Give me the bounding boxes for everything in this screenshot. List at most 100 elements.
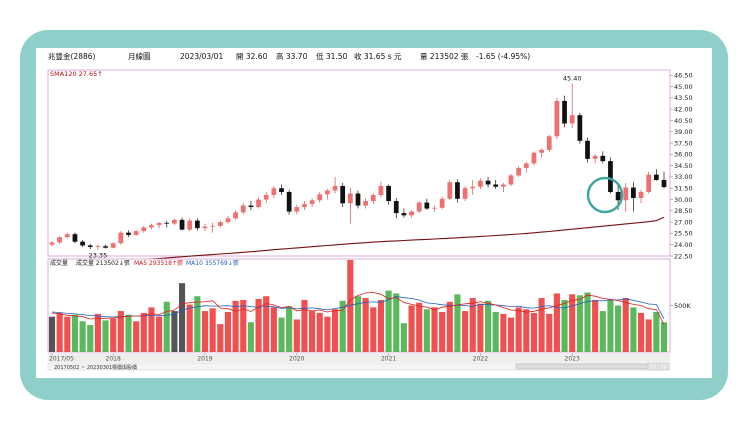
navigator-track[interactable] <box>47 362 671 371</box>
candle <box>263 191 269 204</box>
volume-bar <box>148 307 155 352</box>
candle-body <box>470 186 476 189</box>
volume-bar <box>301 299 308 352</box>
candle-body <box>80 241 85 246</box>
price-tick-label: 25.50 <box>674 230 693 238</box>
volume-bar <box>339 300 346 352</box>
volume-bar <box>630 307 637 352</box>
candle <box>478 178 483 189</box>
candle-body <box>179 219 185 230</box>
candle <box>554 97 560 140</box>
candle-body <box>194 220 200 229</box>
volume-bar <box>370 307 377 352</box>
candle <box>523 161 529 173</box>
candle <box>531 151 537 166</box>
candle-body <box>500 184 506 187</box>
candle <box>49 240 55 247</box>
candle-body <box>210 225 216 227</box>
volume-bar <box>446 301 453 352</box>
candle <box>493 179 499 189</box>
price-change: -1.65 (-4.95%) <box>476 52 530 61</box>
candle-body <box>271 188 277 196</box>
candle-body <box>478 180 483 187</box>
candle-body <box>439 198 445 208</box>
candle <box>256 197 261 209</box>
candle-body <box>546 136 552 150</box>
volume-title: 成交量 <box>50 259 68 267</box>
candle-body <box>409 211 414 216</box>
volume-bar <box>331 309 339 352</box>
candle <box>355 190 361 209</box>
candle <box>386 184 391 205</box>
navigator-button-1[interactable] <box>647 362 658 371</box>
candle-body <box>355 193 361 206</box>
time-axis-bar <box>48 353 670 362</box>
candle <box>248 201 254 211</box>
volume-bar <box>484 300 492 352</box>
candle <box>546 134 552 153</box>
candle-body <box>638 191 644 199</box>
candle <box>57 236 63 244</box>
volume-bar <box>316 312 323 352</box>
navigator-footer: 標價與股價 <box>112 364 137 371</box>
candle-body <box>569 115 575 124</box>
candle <box>332 176 338 194</box>
candle <box>439 196 445 210</box>
candle-body <box>141 227 147 232</box>
candle <box>432 205 437 212</box>
volume-bar <box>477 303 484 352</box>
candle <box>87 243 93 250</box>
candle <box>393 198 399 219</box>
candle-body <box>164 222 170 224</box>
candle-body <box>233 212 238 219</box>
price-tick-label: 31.50 <box>674 185 693 193</box>
navigator-thumb[interactable] <box>515 363 657 370</box>
candle-body <box>615 191 621 201</box>
volume-bar <box>64 316 71 352</box>
volume-bar <box>431 307 438 352</box>
candle <box>623 182 629 213</box>
volume-bar <box>569 294 576 352</box>
candle <box>638 189 644 204</box>
candle-body <box>57 237 63 243</box>
volume-bar <box>110 318 117 352</box>
time-tick-label: 2023 <box>565 356 580 363</box>
candle-body <box>156 222 162 226</box>
volume-bar <box>377 299 385 352</box>
volume-bar <box>140 312 147 352</box>
candle <box>485 176 491 188</box>
volume-bar <box>247 322 254 352</box>
candle-body <box>386 185 391 202</box>
candle <box>462 185 468 202</box>
candle <box>378 181 384 198</box>
price-tick-label: 46.50 <box>674 72 693 80</box>
navigator-button-2[interactable] <box>658 362 669 371</box>
volume-bar <box>293 319 300 352</box>
candle-body <box>279 188 284 192</box>
candle <box>141 225 147 233</box>
volume-bar <box>354 296 362 352</box>
candle <box>585 137 590 163</box>
volume-bar <box>492 312 499 352</box>
low-annotation: 23.35 <box>89 252 108 260</box>
time-tick-label: 2022 <box>473 356 488 363</box>
candle <box>455 179 460 203</box>
candle <box>653 169 659 181</box>
volume-bar <box>462 311 469 352</box>
candle <box>569 83 575 128</box>
volume-bar <box>393 293 400 352</box>
volume-bar <box>408 305 415 352</box>
candle <box>608 157 613 194</box>
chart-period: 月線圖 <box>128 51 151 61</box>
price-axis-ticks: 46.50 45.00 43.50 42.00 40.50 39.00 37.50 36.00… <box>670 72 693 260</box>
volume-bar <box>653 312 660 352</box>
candle <box>309 198 315 208</box>
candle-body <box>72 234 78 242</box>
candle-body <box>118 232 124 244</box>
volume-bar <box>546 313 553 352</box>
price-tick-label: 42.00 <box>674 105 693 113</box>
volume-bar <box>278 317 285 352</box>
candle <box>133 229 139 236</box>
candle-body <box>562 100 567 124</box>
candle-body <box>531 152 537 164</box>
